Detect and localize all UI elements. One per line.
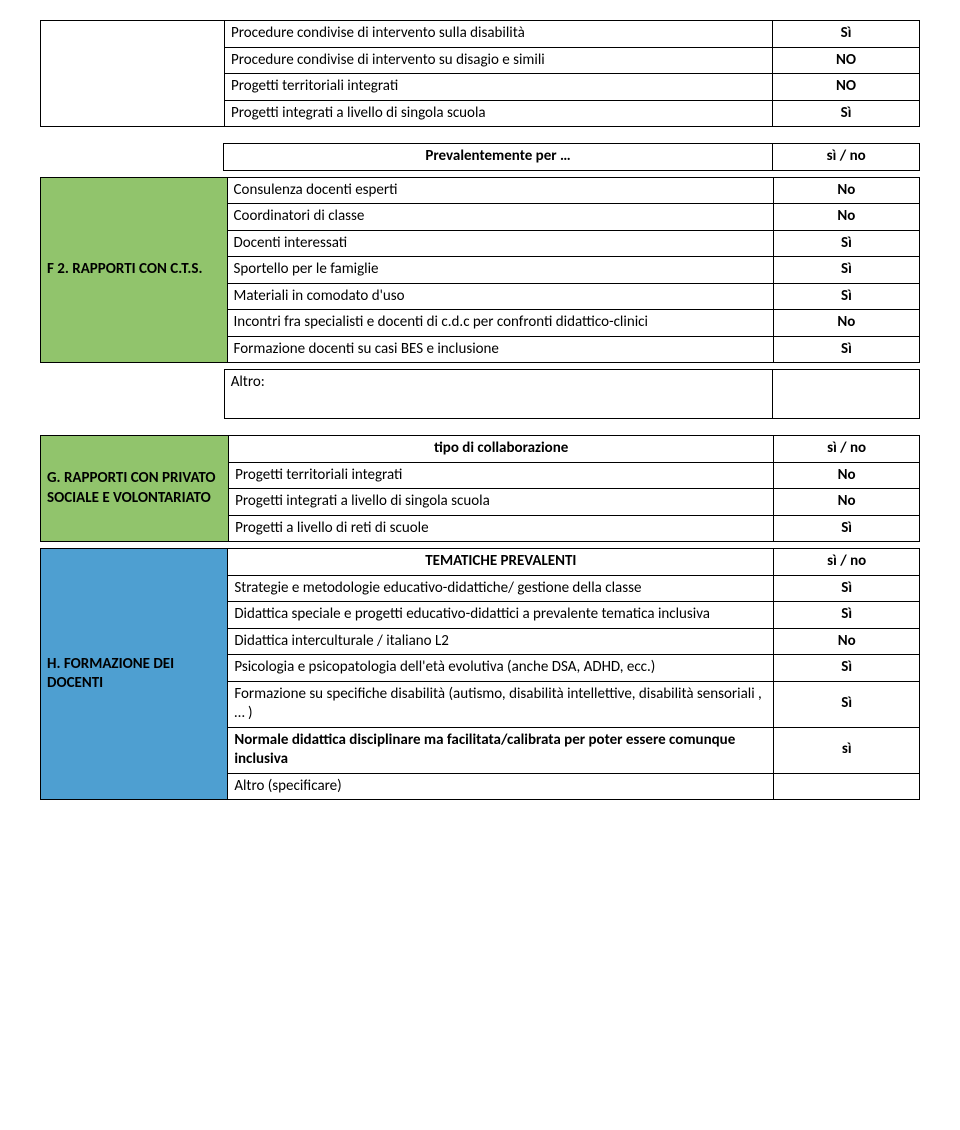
- row-value: Sì: [774, 655, 920, 682]
- row-value: No: [773, 310, 919, 337]
- row-label: Materiali in comodato d'uso: [227, 283, 773, 310]
- row-value: NO: [773, 74, 920, 101]
- row-label: Procedure condivise di intervento su dis…: [224, 47, 772, 74]
- row-label: Strategie e metodologie educativo-didatt…: [228, 575, 774, 602]
- row-label: Didattica speciale e progetti educativo-…: [228, 602, 774, 629]
- table-row: Procedure condivise di intervento sulla …: [41, 21, 920, 48]
- row-value: Sì: [773, 230, 919, 257]
- row-value: NO: [773, 47, 920, 74]
- row-label: Incontri fra specialisti e docenti di c.…: [227, 310, 773, 337]
- row-label: Docenti interessati: [227, 230, 773, 257]
- blank-spacer: [40, 144, 223, 171]
- row-label: Progetti integrati a livello di singola …: [229, 489, 774, 516]
- h-header-label: TEMATICHE PREVALENTI: [228, 549, 774, 576]
- row-label: Consulenza docenti esperti: [227, 177, 773, 204]
- row-value: No: [773, 204, 919, 231]
- f2-altro-val: [773, 370, 920, 419]
- row-value: Sì: [773, 283, 919, 310]
- h-altro-val: [774, 773, 920, 800]
- table-row: Altro:: [40, 370, 920, 419]
- row-value: Sì: [773, 100, 920, 127]
- row-value: Sì: [773, 257, 919, 284]
- f2-title: F 2. RAPPORTI CON C.T.S.: [41, 177, 228, 363]
- table-row: F 2. RAPPORTI CON C.T.S. Consulenza doce…: [41, 177, 920, 204]
- blank-spacer: [40, 370, 224, 419]
- row-label: Progetti territoriali integrati: [224, 74, 772, 101]
- row-label: Formazione docenti su casi BES e inclusi…: [227, 336, 773, 363]
- table-row: G. RAPPORTI CON PRIVATO SOCIALE E VOLONT…: [41, 436, 920, 463]
- row-label: Progetti a livello di reti di scuole: [229, 515, 774, 542]
- row-value: Sì: [774, 575, 920, 602]
- h-altro-label: Altro (specificare): [228, 773, 774, 800]
- sectionF2-table: F 2. RAPPORTI CON C.T.S. Consulenza doce…: [40, 177, 920, 364]
- row-value: Sì: [773, 336, 919, 363]
- row-value: sì: [774, 727, 920, 773]
- row-label: Didattica interculturale / italiano L2: [228, 628, 774, 655]
- row-label: Procedure condivise di intervento sulla …: [224, 21, 772, 48]
- table-row: H. FORMAZIONE DEI DOCENTI TEMATICHE PREV…: [41, 549, 920, 576]
- row-label: Progetti territoriali integrati: [229, 462, 774, 489]
- section1-label-blank: [41, 21, 225, 127]
- h-title: H. FORMAZIONE DEI DOCENTI: [41, 549, 228, 800]
- row-label: Psicologia e psicopatologia dell'età evo…: [228, 655, 774, 682]
- row-label: Normale didattica disciplinare ma facili…: [228, 727, 774, 773]
- g-title: G. RAPPORTI CON PRIVATO SOCIALE E VOLONT…: [41, 436, 229, 542]
- table-row: Prevalentemente per … sì / no: [40, 144, 920, 171]
- row-label: Formazione su specifiche disabilità (aut…: [228, 681, 774, 727]
- row-label: Coordinatori di classe: [227, 204, 773, 231]
- row-value: Sì: [774, 515, 920, 542]
- row-value: Sì: [774, 681, 920, 727]
- row-label: Progetti integrati a livello di singola …: [224, 100, 772, 127]
- row-value: Sì: [773, 21, 920, 48]
- f2-header-label: Prevalentemente per …: [223, 144, 773, 171]
- sectionF2-altro-table: Altro:: [40, 369, 920, 419]
- row-value: No: [774, 462, 920, 489]
- sectionF2-header-table: Prevalentemente per … sì / no: [40, 143, 920, 171]
- row-value: Sì: [774, 602, 920, 629]
- sectionG-table: G. RAPPORTI CON PRIVATO SOCIALE E VOLONT…: [40, 435, 920, 542]
- g-header-label: tipo di collaborazione: [229, 436, 774, 463]
- g-header-val: sì / no: [774, 436, 920, 463]
- row-value: No: [774, 628, 920, 655]
- row-value: No: [774, 489, 920, 516]
- f2-altro-label: Altro:: [224, 370, 773, 419]
- sectionH-table: H. FORMAZIONE DEI DOCENTI TEMATICHE PREV…: [40, 548, 920, 800]
- section1-table: Procedure condivise di intervento sulla …: [40, 20, 920, 127]
- h-header-val: sì / no: [774, 549, 920, 576]
- row-label: Sportello per le famiglie: [227, 257, 773, 284]
- row-value: No: [773, 177, 919, 204]
- f2-header-val: sì / no: [773, 144, 920, 171]
